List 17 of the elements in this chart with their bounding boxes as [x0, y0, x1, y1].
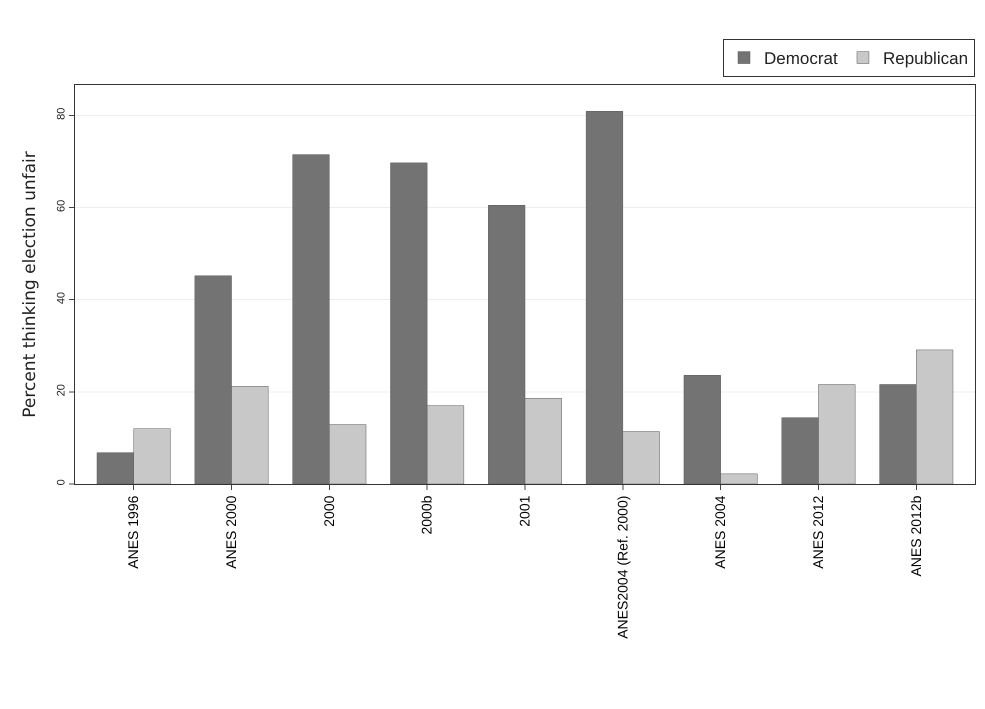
x-tick-label: ANES 2012	[810, 495, 826, 569]
x-tick-label: 2000	[320, 495, 337, 527]
y-tick-label: 80	[56, 108, 68, 120]
x-tick-label: ANES2004 (Ref. 2000)	[614, 496, 630, 639]
y-tick-label: 60	[56, 200, 68, 212]
x-tick-label: ANES 2004	[712, 495, 728, 569]
legend-label: Republican	[882, 49, 968, 68]
y-tick-label: 40	[56, 292, 68, 304]
y-tick-label: 20	[56, 384, 68, 396]
x-tick-label: ANES 1996	[125, 495, 142, 569]
x-tick-label: 2000b	[418, 495, 435, 535]
x-tick-label: ANES 2012b	[908, 495, 924, 577]
legend-label: Democrat	[764, 49, 838, 68]
y-axis-title: Percent thinking election unfair	[20, 151, 40, 418]
x-tick-label: 2001	[516, 495, 533, 527]
x-tick-label: ANES 2000	[223, 495, 240, 569]
y-tick-label: 0	[56, 479, 68, 486]
